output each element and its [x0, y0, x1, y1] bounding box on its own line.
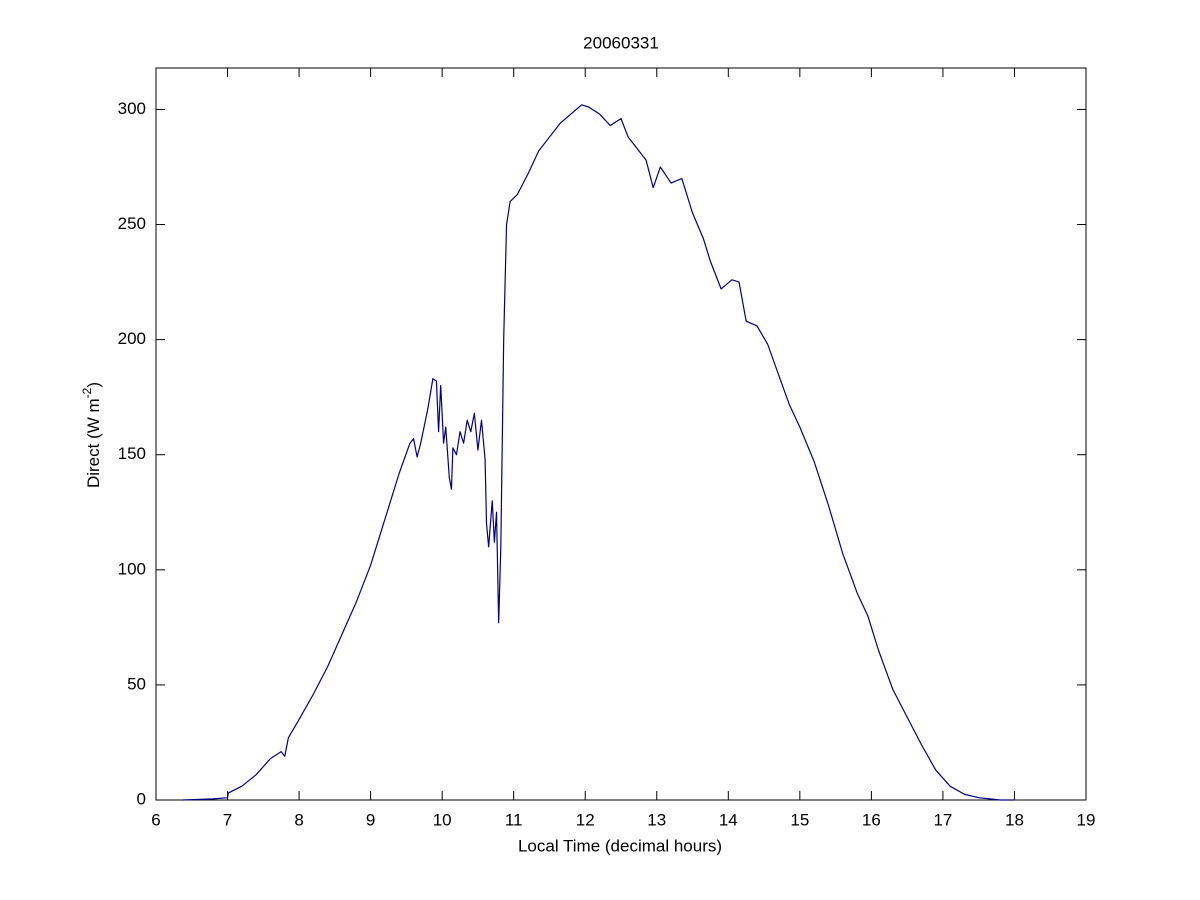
chart-title: 20060331 — [583, 33, 659, 52]
y-axis-label-text: Direct (W m — [84, 398, 103, 488]
x-tick-label: 7 — [223, 810, 232, 829]
axes-box — [155, 67, 1087, 801]
y-axis-label: Direct (W m-2) — [80, 382, 103, 488]
x-tick-label: 17 — [933, 810, 952, 829]
x-tick-label: 19 — [1077, 810, 1096, 829]
x-tick-label: 15 — [790, 810, 809, 829]
x-tick-label: 9 — [366, 810, 375, 829]
y-axis-label-sup: -2 — [80, 387, 94, 398]
x-tick-label: 6 — [151, 810, 160, 829]
x-tick-label: 14 — [719, 810, 738, 829]
x-tick-label: 13 — [647, 810, 666, 829]
y-tick-label: 200 — [118, 329, 146, 348]
x-axis-label: Local Time (decimal hours) — [518, 836, 722, 855]
y-tick-label: 0 — [137, 789, 146, 808]
x-tick-label: 10 — [433, 810, 452, 829]
y-tick-label: 50 — [127, 674, 146, 693]
y-tick-label: 100 — [118, 559, 146, 578]
x-tick-label: 18 — [1005, 810, 1024, 829]
y-tick-label: 150 — [118, 444, 146, 463]
y-tick-label: 300 — [118, 99, 146, 118]
x-tick-label: 16 — [862, 810, 881, 829]
y-tick-label: 250 — [118, 214, 146, 233]
x-tick-label: 11 — [505, 810, 523, 829]
x-tick-label: 8 — [294, 810, 303, 829]
y-axis-label-end: ) — [84, 382, 103, 388]
x-tick-label: 12 — [576, 810, 595, 829]
data-line — [182, 104, 1015, 801]
